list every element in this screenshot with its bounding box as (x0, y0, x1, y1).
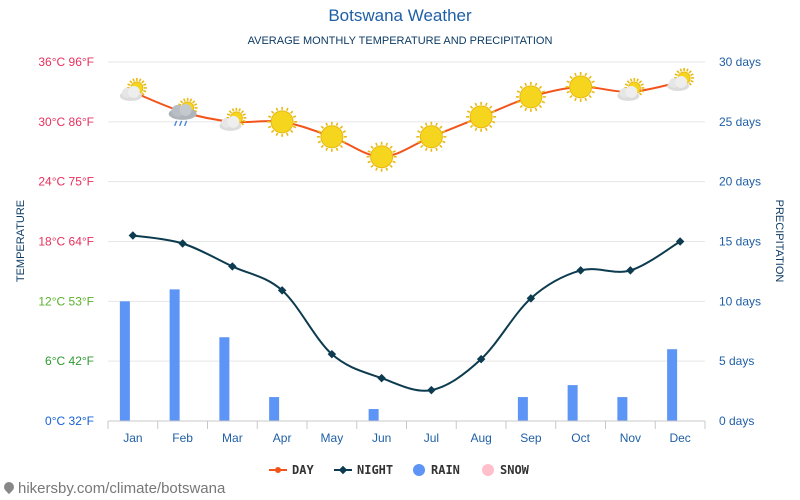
x-tick-label: Oct (571, 431, 590, 445)
x-tick-label: Mar (222, 431, 243, 445)
y-right-tick-label: 0 days (719, 414, 754, 428)
x-tick-label: Aug (470, 431, 491, 445)
rain-bar (517, 397, 528, 421)
y-right-axis-title: PRECIPITATION (773, 200, 785, 283)
y-left-tick-label: 6°C 42°F (45, 354, 94, 368)
legend-label: NIGHT (357, 463, 393, 477)
legend-item-snow[interactable]: SNOW (482, 463, 530, 477)
sunny-icon (515, 81, 546, 112)
y-left-tick-label: 30°C 86°F (38, 115, 94, 129)
legend-item-night[interactable]: NIGHT (334, 463, 393, 477)
y-right-tick-label: 5 days (719, 354, 754, 368)
x-tick-label: Apr (273, 431, 292, 445)
rain-bars (119, 289, 678, 421)
legend-item-rain[interactable]: RAIN (413, 463, 460, 477)
partly-cloudy-icon (667, 67, 695, 91)
x-tick-label: Jul (424, 431, 439, 445)
night-point (277, 286, 287, 295)
night-point (427, 385, 436, 395)
night-point (128, 231, 138, 240)
location-pin-icon (1, 479, 17, 495)
rain-bar (617, 397, 628, 421)
sunny-icon (565, 71, 596, 102)
x-tick-label: Jun (372, 431, 391, 445)
y-right-tick-label: 30 days (719, 55, 761, 69)
sunny-icon (316, 121, 347, 152)
night-point (178, 239, 187, 248)
axes: 0°C 32°F 6°C 42°F 12°C 53°F 18°C 64°F 24°C 7… (15, 55, 785, 445)
x-tick-label: Feb (172, 431, 193, 445)
rain-bar (667, 349, 678, 421)
y-left-tick-label: 12°C 53°F (38, 294, 94, 308)
y-left-axis-title: TEMPERATURE (15, 200, 27, 282)
x-tick-label: May (321, 431, 344, 445)
y-right-tick-label: 25 days (719, 115, 761, 129)
legend-label: DAY (292, 463, 314, 477)
rain-bar (269, 397, 280, 421)
day-series (129, 78, 684, 160)
x-tick-label: Sep (520, 431, 542, 445)
rain-bar (169, 289, 180, 421)
y-left-tick-label: 24°C 75°F (38, 175, 94, 189)
legend-marker (338, 465, 348, 475)
night-point (476, 354, 486, 364)
legend-marker (482, 464, 494, 476)
partly-cloudy-icon (119, 77, 147, 101)
night-series (128, 231, 685, 395)
cloudy-rain-icon (168, 97, 198, 127)
y-right-tick-label: 10 days (719, 294, 761, 308)
y-left-tick-label: 18°C 64°F (38, 235, 94, 249)
sunny-icon (366, 141, 397, 172)
source-text: hikersby.com/climate/botswana (18, 480, 226, 497)
rain-bar (219, 337, 230, 421)
legend-label: SNOW (500, 463, 530, 477)
rain-bar (368, 409, 379, 421)
chart-title: Botswana Weather (328, 6, 472, 25)
rain-bar (567, 385, 578, 421)
x-tick-label: Nov (620, 431, 641, 445)
legend-marker (275, 467, 281, 473)
x-tick-label: Jan (123, 431, 142, 445)
night-point (576, 266, 585, 275)
night-point (327, 349, 337, 359)
partly-cloudy-icon (219, 107, 247, 131)
y-right-tick-label: 20 days (719, 175, 761, 189)
legend-item-day[interactable]: DAY (269, 463, 314, 477)
x-tick-label: Dec (669, 431, 690, 445)
sunny-icon (416, 121, 447, 152)
source-link[interactable]: hikersby.com/climate/botswana (1, 479, 226, 497)
chart-subtitle: AVERAGE MONTHLY TEMPERATURE AND PRECIPIT… (247, 35, 553, 47)
rain-bar (119, 301, 130, 421)
sunny-icon (466, 101, 497, 132)
y-left-tick-label: 0°C 32°F (45, 414, 94, 428)
y-left-tick-label: 36°C 96°F (38, 55, 94, 69)
legend-marker (413, 464, 425, 476)
legend: DAY NIGHT RAIN SNOW (269, 463, 530, 477)
partly-cloudy-icon (617, 77, 645, 101)
night-point (626, 266, 635, 275)
night-point (228, 262, 237, 271)
sunny-icon (267, 106, 298, 137)
legend-label: RAIN (431, 463, 460, 477)
night-point (377, 373, 386, 383)
y-right-tick-label: 15 days (719, 235, 761, 249)
night-point (526, 294, 536, 303)
weather-icons (119, 67, 695, 172)
night-line (132, 234, 681, 392)
day-line (132, 80, 681, 158)
